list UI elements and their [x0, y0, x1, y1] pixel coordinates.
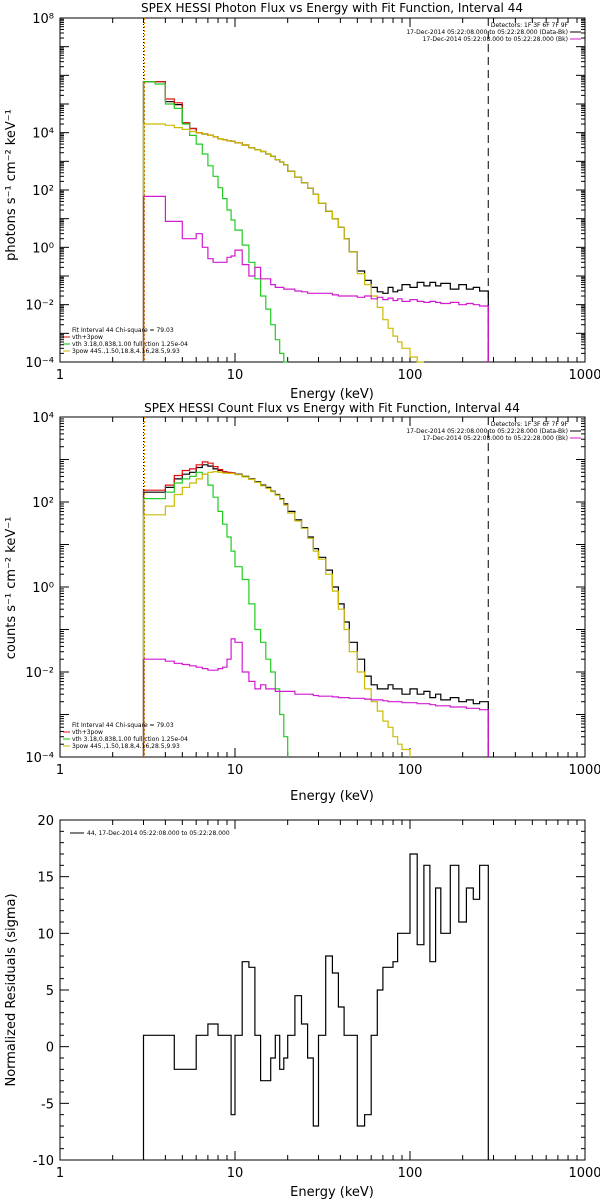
count-xtick-label: 1	[56, 763, 64, 778]
photon-flux-xlabel: Energy (keV)	[290, 387, 374, 402]
photon-ytick-label: 10⁴	[32, 127, 54, 142]
count-flux-title: SPEX HESSI Count Flux vs Energy with Fit…	[144, 401, 520, 415]
residual-series-0	[142, 853, 489, 1160]
count-ytick-label: 10⁻²	[25, 666, 54, 681]
photon-series-0	[142, 81, 489, 362]
count-ytick-label: 10⁴	[32, 411, 54, 426]
residual-xtick-label: 1	[56, 1166, 64, 1181]
count-series-3	[142, 471, 411, 757]
residual-ytick-label: 0	[46, 1041, 54, 1056]
residual-ytick-label: 20	[37, 814, 54, 829]
photon-xtick-label: 1	[56, 368, 64, 383]
count-xtick-label: 100	[398, 763, 423, 778]
residuals-plot-area: 1 10 100 1000 -10 -5 0 5 10 15 20 44, 17-Dec-2014 0…	[33, 814, 600, 1181]
count-xtick-label: 1000	[568, 763, 600, 778]
count-ytick-label: 10⁻⁴	[25, 751, 54, 766]
count-legend-bottom-entry: Fit Interval 44 Chi-square = 79.03	[72, 722, 174, 729]
photon-xtick-label: 1000	[568, 368, 600, 383]
count-flux-xlabel: Energy (keV)	[290, 789, 374, 804]
residuals-panel: 1 10 100 1000 -10 -5 0 5 10 15 20 44, 17-Dec-2014 0…	[4, 814, 600, 1200]
count-series-1	[142, 461, 236, 757]
count-legend-top-entry: 17-Dec-2014 05:22:08.000 to 05:22:28.000…	[423, 435, 568, 442]
photon-ytick-label: 10⁰	[32, 241, 54, 256]
count-legend-bottom-entry: 3pow 445.,1.50,18.8,4.16,28.5,9.93	[72, 743, 180, 750]
photon-flux-plot-area: 1 10 100 1000 10⁻⁴ 10⁻² 10⁰ 10² 10⁴ 10⁸ Detectors:…	[25, 12, 600, 383]
residual-ytick-label: 5	[46, 984, 54, 999]
photon-ytick-label: 10⁻²	[25, 299, 54, 314]
photon-legend-bottom-entry: vth 3.18,0.838,1.00 full ction 1.25e-04	[72, 341, 188, 348]
count-frame	[59, 416, 586, 758]
photon-legend-top-entry: 17-Dec-2014 05:22:08.000 to 05:22:28.000…	[406, 29, 568, 36]
photon-legend-top-entry: Detectors: 1F 3F 6F 7F 9F	[491, 22, 569, 29]
count-legend-top-entry: 17-Dec-2014 05:22:08.000 to 05:22:28.000…	[406, 428, 568, 435]
count-legend-bottom-entry: vth 3.18,0.838,1.00 full ction 1.25e-04	[72, 736, 188, 743]
count-xtick-label: 10	[227, 763, 244, 778]
photon-legend-bottom-entry: vth+3pow	[72, 334, 103, 341]
photon-legend-top-entry: 17-Dec-2014 05:22:08.000 to 05:22:28.000…	[423, 36, 568, 43]
count-series-2	[142, 471, 289, 757]
residual-ytick-label: -10	[33, 1154, 54, 1169]
photon-xtick-label: 100	[398, 368, 423, 383]
residual-xtick-label: 10	[227, 1166, 244, 1181]
photon-xtick-label: 10	[227, 368, 244, 383]
photon-ytick-label: 10⁻⁴	[25, 356, 54, 371]
photon-series-2	[142, 81, 288, 363]
count-legend-top-entry: Detectors: 1F 3F 6F 7F 9F	[491, 421, 569, 428]
photon-ytick-label: 10⁸	[32, 12, 54, 27]
count-series-0	[142, 464, 489, 757]
count-series-4	[142, 638, 489, 757]
count-flux-plot-area: 1 10 100 1000 10⁻⁴ 10⁻² 10⁰ 10² 10⁴ Detectors: 1F…	[25, 411, 600, 778]
residual-xtick-label: 1000	[568, 1166, 600, 1181]
count-ytick-label: 10⁰	[32, 581, 54, 596]
residual-ytick-label: -5	[41, 1097, 54, 1112]
residual-ytick-label: 15	[37, 871, 54, 886]
photon-flux-title: SPEX HESSI Photon Flux vs Energy with Fi…	[141, 1, 523, 15]
photon-series-4	[142, 195, 489, 362]
count-ytick-label: 10²	[32, 496, 54, 511]
photon-flux-panel: SPEX HESSI Photon Flux vs Energy with Fi…	[4, 1, 600, 402]
count-flux-panel: SPEX HESSI Count Flux vs Energy with Fit…	[4, 401, 600, 804]
photon-flux-ylabel: photons s⁻¹ cm⁻² keV⁻¹	[4, 109, 19, 261]
residual-legend-entry: 44, 17-Dec-2014 05:22:08.000 to 05:22:28…	[87, 830, 230, 837]
count-flux-ylabel: counts s⁻¹ cm⁻² keV⁻¹	[4, 517, 19, 660]
residual-xtick-label: 100	[398, 1166, 423, 1181]
count-legend-bottom-entry: vth+3pow	[72, 729, 103, 736]
residual-ytick-label: 10	[37, 927, 54, 942]
residuals-ylabel: Normalized Residuals (sigma)	[4, 893, 19, 1086]
photon-legend-bottom-entry: 3pow 445.,1.50,18.8,4.16,28.5,9.93	[72, 348, 180, 355]
photon-frame	[59, 17, 586, 363]
photon-legend-bottom-entry: Fit Interval 44 Chi-square = 79.03	[72, 327, 174, 334]
residuals-xlabel: Energy (keV)	[290, 1185, 374, 1200]
photon-series-3	[142, 123, 424, 363]
photon-ytick-label: 10²	[32, 184, 54, 199]
residual-frame	[59, 819, 586, 1161]
